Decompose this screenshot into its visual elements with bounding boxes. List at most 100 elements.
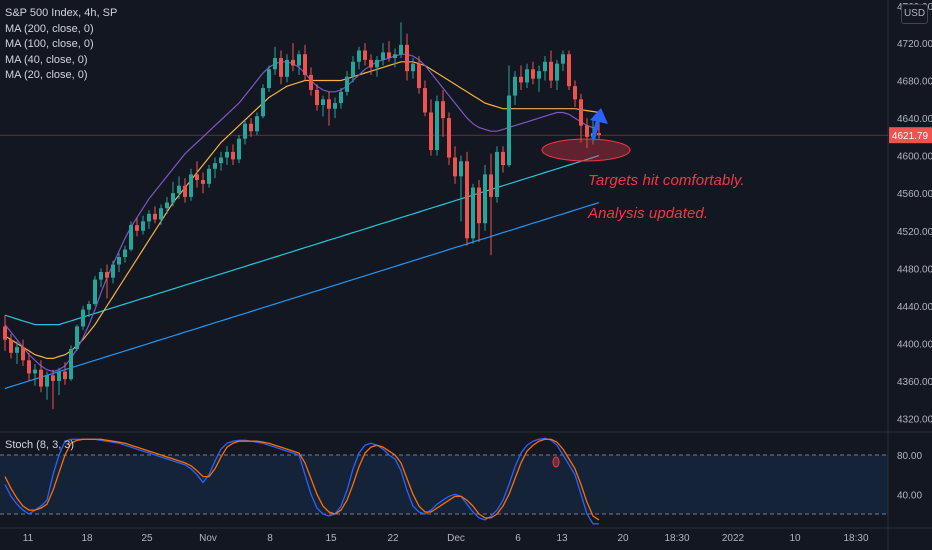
candle-body (453, 157, 457, 177)
candle-body (225, 151, 229, 158)
time-tick-label: 18:30 (843, 533, 868, 544)
candle-body (267, 69, 271, 89)
candle-body (399, 44, 403, 55)
candle-body (183, 185, 187, 197)
ma20-line (4, 53, 600, 373)
time-tick-label: Nov (199, 533, 217, 544)
candle-body (465, 161, 469, 239)
candle-body (483, 174, 487, 224)
price-tick-label: 4680.00 (897, 77, 932, 88)
candle-body (405, 44, 409, 72)
candle-body (279, 58, 283, 77)
price-tick-label: 4560.00 (897, 189, 932, 200)
time-tick-label: 25 (141, 533, 153, 544)
candle-body (507, 95, 511, 166)
candle-body (417, 63, 421, 89)
time-tick-label: 2022 (722, 533, 745, 544)
candle-body (555, 63, 559, 81)
candle-body (489, 174, 493, 197)
stochastic-panel (4, 437, 600, 525)
candle-body (303, 54, 307, 75)
candle-body (291, 59, 295, 66)
indicator-ma200[interactable]: MA (200, close, 0) (5, 22, 94, 35)
stoch-d-line (4, 438, 600, 521)
candle-body (435, 101, 439, 151)
candle-body (129, 225, 133, 250)
candle-body (81, 309, 85, 327)
candle-body (573, 86, 577, 100)
ma40-line (4, 61, 600, 359)
annotation-targets: Targets hit comfortably. (588, 172, 745, 189)
stoch-tick-label: 40.00 (897, 490, 922, 501)
candle-body (327, 99, 331, 109)
candle-body (33, 369, 37, 374)
candle-body (561, 54, 565, 64)
candle-body (201, 180, 205, 184)
candle-body (369, 59, 373, 68)
time-tick-label: 20 (617, 533, 629, 544)
candle-body (351, 61, 355, 77)
candle-body (45, 375, 49, 387)
price-tick-label: 4400.00 (897, 339, 932, 350)
indicator-ma20[interactable]: MA (20, close, 0) (5, 69, 88, 81)
currency-badge[interactable]: USD (901, 4, 928, 24)
candles (3, 22, 601, 410)
candle-body (93, 279, 97, 304)
candle-body (411, 63, 415, 72)
price-tick-label: 4440.00 (897, 302, 932, 313)
candle-body (177, 185, 181, 194)
stoch-band (0, 455, 888, 514)
time-tick-label: 13 (556, 533, 568, 544)
moving-averages (4, 53, 600, 390)
candle-body (513, 76, 517, 96)
candle-body (357, 50, 361, 62)
candle-body (585, 125, 589, 137)
candle-body (111, 264, 115, 278)
candle-body (387, 52, 391, 59)
candle-body (249, 123, 253, 132)
candle-body (189, 174, 193, 197)
candle-body (219, 157, 223, 164)
candle-body (567, 54, 571, 87)
candle-body (525, 69, 529, 83)
candle-body (273, 58, 277, 70)
candle-body (9, 339, 13, 353)
candle-body (549, 61, 553, 81)
candle-body (117, 257, 121, 265)
candle-body (363, 50, 367, 60)
up-arrow-icon (590, 108, 608, 141)
time-tick-label: 6 (515, 533, 521, 544)
candle-body (321, 99, 325, 105)
time-tick-label: 15 (325, 533, 337, 544)
candle-body (165, 202, 169, 209)
last-price-label: 4621.79 (892, 131, 929, 142)
candle-body (3, 326, 7, 340)
candle-body (477, 187, 481, 224)
candle-body (231, 151, 235, 160)
indicator-ma100[interactable]: MA (100, close, 0) (5, 38, 94, 50)
candle-body (147, 213, 151, 222)
candle-body (441, 101, 445, 119)
price-tick-label: 4720.00 (897, 39, 932, 50)
candle-body (309, 74, 313, 90)
price-tick-label: 4600.00 (897, 152, 932, 163)
stochastic-label[interactable]: Stoch (8, 3, 3) (5, 439, 75, 451)
time-tick-label: 22 (387, 533, 399, 544)
candle-body (531, 69, 535, 79)
candle-body (159, 208, 163, 220)
time-tick-label: 18 (81, 533, 93, 544)
candle-body (27, 360, 31, 374)
stoch-highlight (552, 456, 560, 468)
candle-body (285, 59, 289, 77)
candle-body (63, 371, 67, 380)
indicator-ma40[interactable]: MA (40, close, 0) (5, 53, 88, 66)
candle-body (297, 54, 301, 66)
symbol-title[interactable]: S&P 500 Index, 4h, SP (5, 7, 118, 19)
candle-body (207, 168, 211, 184)
candle-body (501, 151, 505, 166)
candle-body (99, 272, 103, 280)
candle-body (423, 88, 427, 113)
candle-body (393, 54, 397, 59)
